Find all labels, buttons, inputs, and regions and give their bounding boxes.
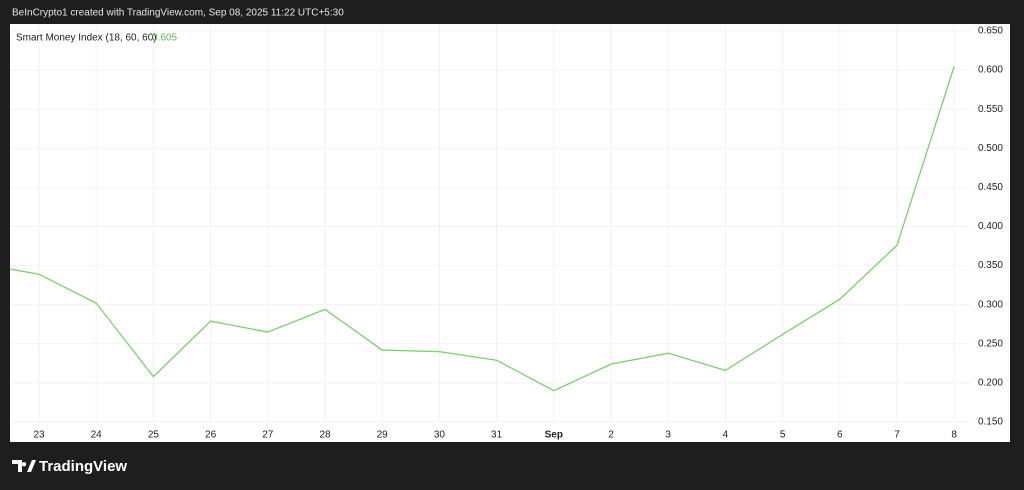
footer-brand: TradingView: [39, 458, 127, 475]
x-tick-label: 6: [837, 430, 843, 441]
header-text: BeInCrypto1 created with TradingView.com…: [12, 8, 344, 19]
y-tick-label: 0.200: [978, 378, 1003, 389]
y-tick-label: 0.400: [978, 221, 1003, 232]
x-tick-label: 2: [608, 430, 614, 441]
x-tick-label: Sep: [545, 430, 563, 441]
x-tick-label: 23: [33, 430, 45, 441]
plot: [10, 65, 955, 392]
x-tick-label: 28: [319, 430, 331, 441]
y-tick-label: 0.350: [978, 260, 1003, 271]
y-tick-label: 0.650: [978, 26, 1003, 37]
x-tick-label: 5: [780, 430, 786, 441]
grid: [10, 24, 970, 423]
labels: 0.150 0.200 0.250 0.300 0.350 0.400 0.450 0.500…: [33, 26, 1003, 441]
y-tick-label: 0.500: [978, 143, 1003, 154]
y-tick-label: 0.250: [978, 338, 1003, 349]
x-tick-label: 3: [665, 430, 671, 441]
logo: [12, 460, 36, 472]
y-tick-label: 0.150: [978, 417, 1003, 428]
series-line: [10, 65, 955, 392]
x-tick-label: 7: [894, 430, 900, 441]
x-tick-label: 24: [91, 430, 103, 441]
x-tick-label: 26: [205, 430, 217, 441]
y-tick-label: 0.550: [978, 104, 1003, 115]
x-tick-label: 4: [723, 430, 729, 441]
x-tick-label: 8: [951, 430, 957, 441]
y-tick-label: 0.300: [978, 299, 1003, 310]
legend-name: Smart Money Index (18, 60, 60): [16, 33, 157, 44]
x-tick-label: 29: [377, 430, 389, 441]
chart-panel: [10, 24, 1010, 442]
x-tick-label: 25: [148, 430, 160, 441]
y-tick-label: 0.600: [978, 65, 1003, 76]
legend-value: 0.605: [152, 33, 177, 44]
x-tick-label: 27: [262, 430, 274, 441]
x-tick-label: 31: [491, 430, 503, 441]
x-tick-label: 30: [434, 430, 446, 441]
y-tick-label: 0.450: [978, 182, 1003, 193]
